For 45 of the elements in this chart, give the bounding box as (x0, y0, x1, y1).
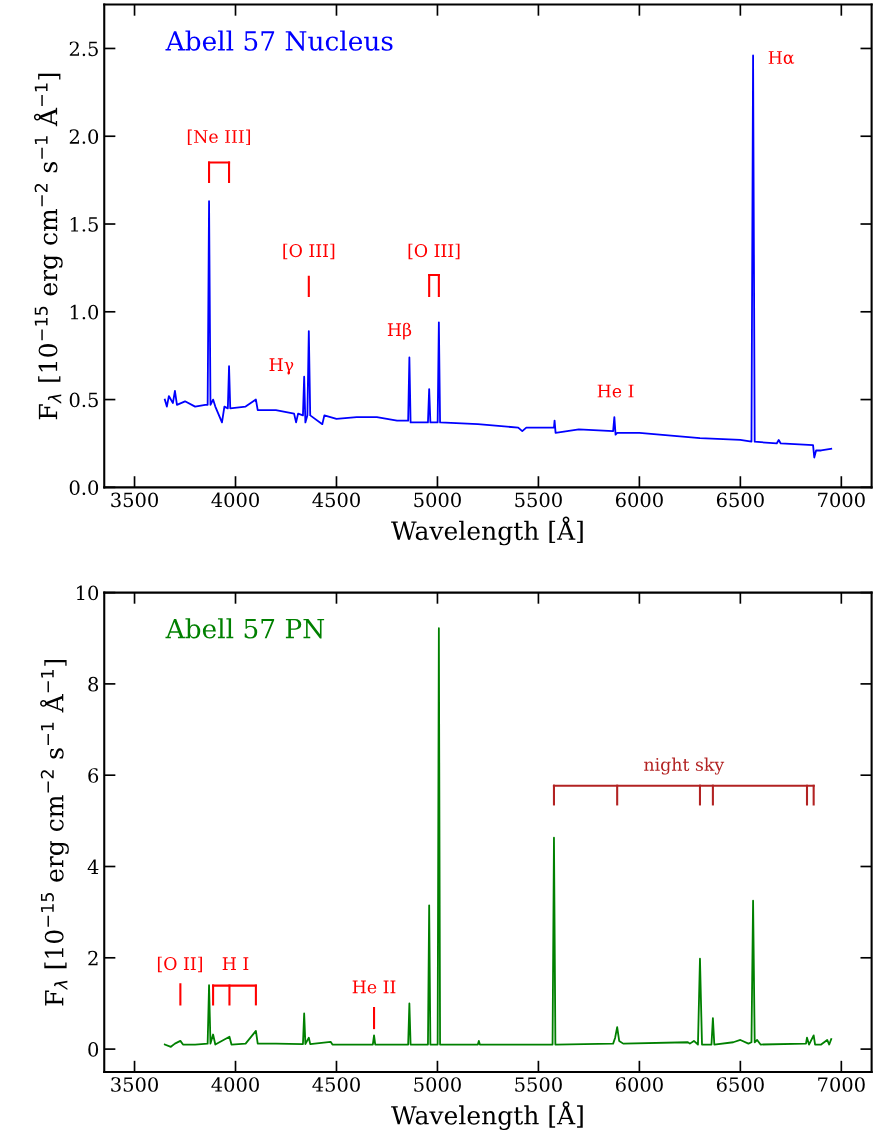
text: F$_{λ}$ [10$^{−15}$ erg cm$^{−2}$ s$^{−1}$ Å$^{−1}$] (40, 660, 69, 1006)
x-tick-label: 4500 (312, 492, 360, 508)
y-tick-label: 6 (88, 768, 99, 783)
x-tick-label: 6000 (615, 1077, 663, 1092)
annotation: [O III] (283, 243, 335, 260)
y-tick-label: 0 (88, 1042, 99, 1057)
x-tick-label: 7000 (818, 1077, 865, 1092)
y-tick-label: 10 (77, 585, 99, 601)
x-tick-label: 3500 (111, 492, 158, 508)
text: Abell 57 Nucleus (165, 30, 393, 51)
x-tick-label: 6500 (716, 1077, 764, 1092)
y-tick-label: 0.5 (69, 392, 98, 408)
y-tick-label: 1.0 (70, 304, 99, 320)
x-tick-label: 6000 (615, 492, 663, 508)
x-tick-label: 3500 (111, 1077, 158, 1092)
annotation: He I (597, 384, 634, 398)
y-tick-label: 2.0 (69, 129, 99, 144)
x-axis-title: Wavelength [Å] (391, 516, 583, 546)
x-tick-label: 7000 (818, 492, 865, 508)
x-axis-title: Wavelength [Å] (391, 1101, 583, 1130)
y-tick-label: 0.0 (69, 480, 99, 496)
annotation: Hγ (269, 358, 294, 375)
y-tick-label: 4 (87, 859, 99, 874)
annotation: night sky (644, 757, 725, 775)
y-tick-label: 2.5 (69, 41, 98, 57)
x-tick-label: 5000 (414, 1077, 461, 1092)
x-tick-label: 5500 (515, 492, 562, 508)
y-tick-label: 8 (88, 676, 99, 692)
annotation: [O III] (408, 243, 460, 260)
annotation: [O II] (157, 956, 202, 973)
text: F$_{λ}$ [10$^{−15}$ erg cm$^{−2}$ s$^{−1}$ Å$^{−1}$] (33, 73, 63, 420)
annotation: [Ne III] (187, 129, 251, 146)
annotation: H I (222, 957, 249, 970)
x-tick-label: 4000 (211, 492, 259, 508)
text: Abell 57 PN (165, 618, 325, 639)
y-tick-label: 1.5 (70, 216, 98, 232)
x-tick-label: 4000 (211, 1077, 259, 1092)
annotation: He II (352, 980, 396, 994)
x-tick-label: 6500 (716, 492, 764, 508)
x-tick-label: 4500 (312, 1077, 360, 1092)
annotation: Hβ (387, 322, 412, 340)
y-tick-label: 2 (88, 950, 98, 966)
annotation: Hα (768, 51, 795, 64)
x-tick-label: 5500 (515, 1077, 562, 1092)
x-tick-label: 5000 (414, 492, 461, 508)
